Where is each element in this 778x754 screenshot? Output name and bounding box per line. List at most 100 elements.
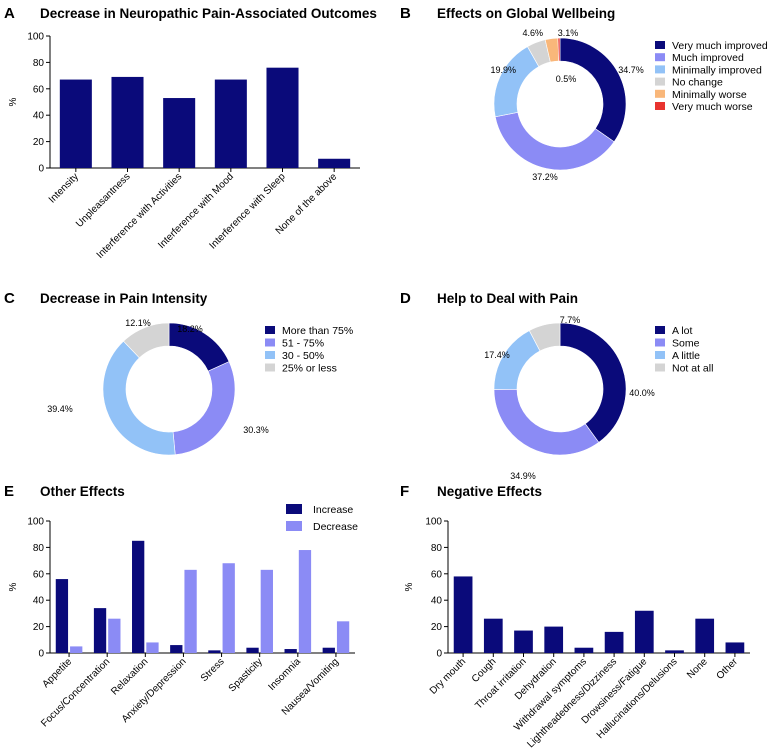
panel-c-slice-25-or-less xyxy=(123,322,170,359)
panel-f-y-tick-label: 100 xyxy=(425,517,442,528)
panel-e-bar-anxiety-depression-increase xyxy=(170,645,183,653)
panel-c-legend-label-more-than-75: More than 75% xyxy=(282,325,353,337)
panel-f-title: Negative Effects xyxy=(437,484,542,499)
panel-e-y-tick-label: 100 xyxy=(27,517,44,528)
panel-a-bar-interference-with-activities xyxy=(163,98,196,168)
panel-e-x-tick-label: Anxiety/Depression xyxy=(120,656,189,725)
panel-b-slice-minimally-improved xyxy=(493,46,540,118)
panel-e-bar-relaxation-decrease xyxy=(146,642,159,653)
panel-f-bar-hallucinations-delusions xyxy=(665,650,684,653)
panel-b-slice-very-much-improved xyxy=(559,37,627,143)
panel-d-legend-label-a-little: A little xyxy=(672,350,700,362)
panel-d-legend-swatch-a-lot xyxy=(655,326,665,334)
panel-d-legend-swatch-some xyxy=(655,338,665,347)
panel-e-x-tick-label: Appetite xyxy=(40,656,74,690)
panel-f-x-tick-label: None xyxy=(685,656,710,681)
panel-d-value-label-a-little: 17.4% xyxy=(484,350,510,360)
panel-f-x-tick-label: Dry mouth xyxy=(428,656,468,696)
panel-d-legend-label-some: Some xyxy=(672,338,700,350)
panel-b-legend-swatch-no-change xyxy=(655,77,665,86)
panel-a-bar-none-of-the-above xyxy=(318,158,351,168)
panel-f-y-tick-label: 80 xyxy=(431,543,443,554)
panel-d-title: Help to Deal with Pain xyxy=(437,291,578,306)
panel-e-bar-focus-concentration-decrease xyxy=(108,618,121,653)
panel-e-bar-stress-decrease xyxy=(222,563,235,653)
panel-b-value-label-no-change: 4.6% xyxy=(522,28,543,38)
panel-b-legend-label-very-much-improved: Very much improved xyxy=(672,40,768,52)
panel-b-value-label-minimally-worse: 3.1% xyxy=(558,28,579,38)
panel-c-legend-label-25-or-less: 25% or less xyxy=(282,363,337,375)
panel-c-legend-label-30-50: 30 - 50% xyxy=(282,350,324,362)
panel-a-x-tick-label: Unpleasantness xyxy=(74,171,132,229)
panel-e-legend-label-increase: Increase xyxy=(313,504,353,516)
panel-letter-c: C xyxy=(4,290,15,307)
panel-c-legend-swatch-51-75 xyxy=(265,338,275,347)
panel-e-bar-spasticity-increase xyxy=(246,647,259,653)
panel-b-legend-swatch-minimally-improved xyxy=(655,65,665,74)
panel-e-bar-insomnia-increase xyxy=(284,649,297,653)
panel-e-y-tick-label: 0 xyxy=(38,649,44,660)
panel-d-value-label-some: 34.9% xyxy=(510,471,536,481)
panel-a-y-tick-label: 40 xyxy=(33,111,45,122)
panel-e-bar-stress-increase xyxy=(208,650,221,653)
panel-e-legend-swatch-increase xyxy=(286,504,302,514)
panel-c-legend-swatch-30-50 xyxy=(265,351,275,359)
panel-d-legend-label-not-at-all: Not at all xyxy=(672,363,713,375)
panel-f-y-axis-label: % xyxy=(404,582,415,591)
panel-c-value-label-51-75: 30.3% xyxy=(243,425,269,435)
panel-d-slice-not-at-all xyxy=(528,322,561,352)
panel-a-y-tick-label: 0 xyxy=(38,164,44,175)
panel-a-bar-interference-with-mood xyxy=(214,79,247,168)
panel-c-slice-51-75 xyxy=(172,361,236,456)
panel-e-legend-label-decrease: Decrease xyxy=(313,521,358,533)
panel-b-legend-label-much-improved: Much improved xyxy=(672,52,744,64)
panel-d-value-label-a-lot: 40.0% xyxy=(629,388,655,398)
panel-c-value-label-more-than-75: 18.2% xyxy=(177,324,203,334)
panel-a-y-tick-label: 60 xyxy=(33,84,45,95)
panel-b-slice-much-improved xyxy=(494,111,615,171)
panel-f-y-tick-label: 20 xyxy=(431,622,443,633)
panel-b-value-label-minimally-improved: 19.9% xyxy=(490,65,516,75)
panel-b-legend-swatch-very-much-improved xyxy=(655,41,665,49)
panel-d-slice-some xyxy=(493,388,600,456)
panel-e-x-tick-label: Insomnia xyxy=(266,656,303,693)
panel-f-bar-other xyxy=(725,642,745,653)
panel-f-bar-cough xyxy=(483,618,503,653)
panel-a-y-tick-label: 20 xyxy=(33,137,45,148)
panel-letter-a: A xyxy=(4,5,15,22)
panel-d-legend-swatch-a-little xyxy=(655,351,665,359)
panel-letter-e: E xyxy=(4,483,14,500)
panel-c-title: Decrease in Pain Intensity xyxy=(40,291,208,306)
panel-e-y-tick-label: 80 xyxy=(33,543,45,554)
panel-f-x-tick-label: Other xyxy=(715,656,741,682)
panel-f-bar-throat-irritation xyxy=(514,630,533,653)
panel-e-bar-nausea-vomiting-increase xyxy=(322,647,335,653)
panel-e-x-tick-label: Stress xyxy=(199,656,227,684)
panel-letter-b: B xyxy=(400,5,411,22)
panel-a-bar-chart: A Decrease in Neuropathic Pain-Associate… xyxy=(4,5,377,261)
panel-f-bar-drowsiness-fatigue xyxy=(634,610,654,653)
panel-c-donut-chart: C Decrease in Pain Intensity 18.2% 30.3% 3… xyxy=(4,290,353,456)
panel-d-legend-swatch-not-at-all xyxy=(655,363,665,372)
panel-letter-f: F xyxy=(400,483,409,500)
panel-a-bar-intensity xyxy=(59,79,92,168)
panel-f-bar-none xyxy=(695,618,715,653)
panel-f-bar-dry-mouth xyxy=(453,576,473,653)
panel-f-y-tick-label: 0 xyxy=(436,649,442,660)
panel-f-x-tick-label: Cough xyxy=(470,656,499,685)
panel-f-y-tick-label: 40 xyxy=(431,596,443,607)
panel-b-legend-label-very-much-worse: Very much worse xyxy=(672,101,753,113)
panel-f-bar-withdrawal-symptoms xyxy=(574,647,594,653)
panel-c-legend-swatch-more-than-75 xyxy=(265,326,275,334)
panel-e-legend-swatch-decrease xyxy=(286,521,302,531)
panel-b-legend-label-no-change: No change xyxy=(672,77,723,89)
panel-d-donut-chart: D Help to Deal with Pain 40.0% 34.9% 17.4%… xyxy=(400,290,713,481)
panel-a-y-axis-label: % xyxy=(8,97,19,106)
panel-c-legend-swatch-25-or-less xyxy=(265,363,275,372)
panel-b-legend-label-minimally-improved: Minimally improved xyxy=(672,64,762,76)
panel-a-bar-unpleasantness xyxy=(111,76,144,168)
panel-c-value-label-30-50: 39.4% xyxy=(47,404,73,414)
panel-e-y-tick-label: 40 xyxy=(33,596,45,607)
panel-e-bar-spasticity-decrease xyxy=(260,569,273,653)
